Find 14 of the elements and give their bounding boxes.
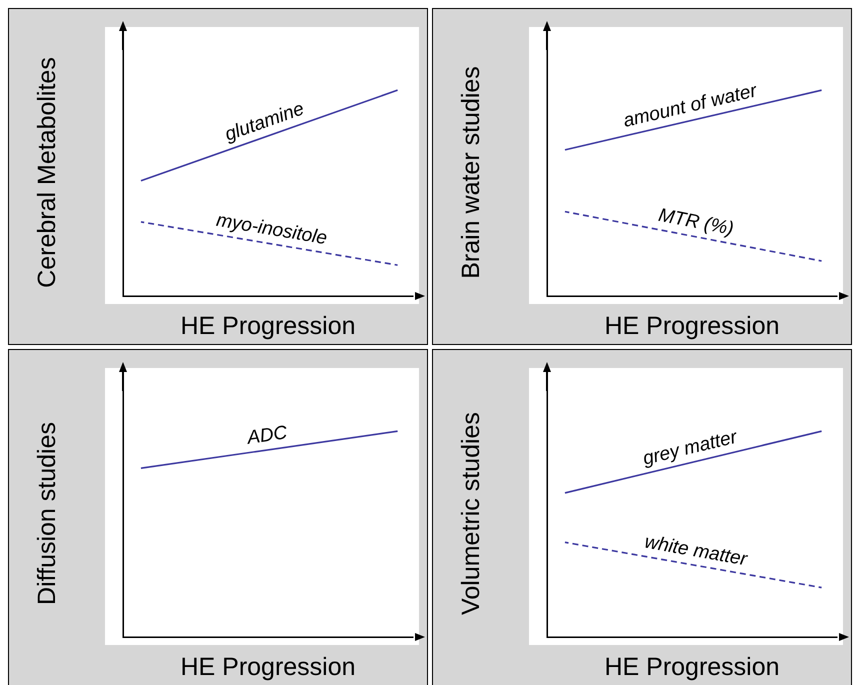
x-axis-title: HE Progression [180, 312, 356, 340]
text: white matter [643, 532, 750, 570]
y-axis-title: Brain water studies [456, 66, 485, 279]
y-axis-title: Volumetric studies [456, 412, 485, 615]
x-axis-title: HE Progression [604, 652, 780, 681]
y-axis-title: Diffusion studies [32, 422, 61, 605]
text: MTR (%) [656, 204, 736, 240]
text: amount of water [621, 80, 760, 132]
x-axis-title: HE Progression [604, 312, 780, 340]
y-axis-title: Cerebral Metabolites [32, 57, 61, 288]
x-axis-title: HE Progression [180, 652, 356, 681]
text: ADC [244, 422, 289, 450]
text: myo-inositole [214, 210, 329, 250]
text: grey matter [640, 426, 740, 470]
